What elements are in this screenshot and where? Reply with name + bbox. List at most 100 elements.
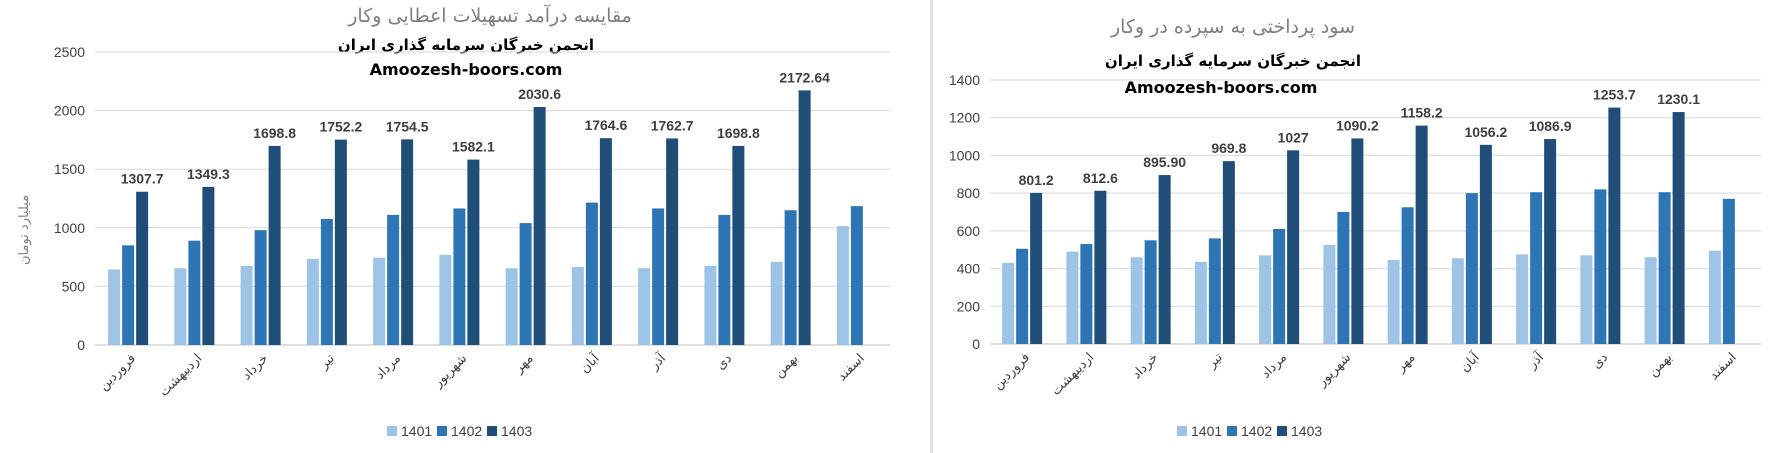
x-tick-label: اسفند	[1707, 350, 1740, 383]
bar-1403	[1351, 138, 1364, 344]
bar-1401	[439, 254, 452, 345]
bar-1403	[798, 90, 811, 345]
x-tick-label: تیر	[1204, 350, 1226, 372]
watermark-line2: Amoozesh-boors.com	[1125, 78, 1318, 97]
y-tick-label: 600	[957, 223, 981, 239]
x-tick-label: فروردین	[990, 350, 1033, 393]
bar-1402	[519, 223, 532, 345]
bar-1402	[850, 206, 863, 345]
legend-label: 1401	[1191, 423, 1222, 439]
legend-swatch-1401	[387, 426, 397, 436]
bar-1403	[467, 159, 480, 345]
y-tick-label: 400	[957, 261, 981, 277]
data-label: 1698.8	[717, 125, 760, 141]
legend-swatch-1402	[437, 426, 447, 436]
bar-1403	[1287, 150, 1300, 344]
panel-divider	[930, 0, 933, 453]
bar-1402	[387, 214, 400, 345]
legend-label: 1403	[501, 423, 532, 439]
y-tick-label: 2000	[54, 103, 85, 119]
bar-1402	[1658, 192, 1671, 344]
x-tick-label: مرداد	[373, 351, 404, 382]
x-tick-label: مهر	[511, 351, 537, 377]
data-label: 1698.8	[253, 125, 296, 141]
bar-1401	[571, 267, 584, 345]
bar-1402	[122, 245, 135, 345]
bar-1401	[306, 258, 319, 345]
data-label: 1349.3	[187, 166, 230, 182]
bar-1401	[1708, 250, 1721, 344]
bar-1402	[1337, 212, 1350, 344]
bar-1401	[1259, 255, 1272, 344]
bar-1401	[836, 226, 849, 345]
bar-1401	[704, 265, 717, 345]
x-tick-label: خرداد	[1129, 350, 1161, 382]
data-label: 895.90	[1143, 154, 1186, 170]
bar-1401	[1130, 257, 1143, 344]
bar-1402	[1594, 189, 1607, 344]
data-label: 1754.5	[386, 118, 429, 134]
bar-1402	[453, 208, 466, 345]
bar-1401	[1323, 245, 1336, 344]
deposit-chart: سود پرداختی به سپرده در وکار انجمن خبرگا…	[949, 16, 1761, 439]
x-tick-label: اردیبهشت	[1049, 350, 1097, 398]
bar-1403	[1030, 192, 1043, 344]
bar-1401	[770, 261, 783, 345]
bar-1403	[732, 145, 745, 345]
bar-1402	[718, 214, 731, 345]
bar-1401	[240, 265, 253, 345]
data-label: 1086.9	[1529, 118, 1572, 134]
bar-1402	[1016, 248, 1029, 344]
data-label: 1752.2	[319, 119, 362, 135]
data-label: 1027	[1278, 129, 1309, 145]
y-tick-label: 0	[972, 336, 980, 352]
bar-1403	[533, 107, 546, 346]
x-tick-label: خرداد	[239, 351, 271, 383]
x-tick-label: آبان	[576, 349, 604, 377]
bar-1403	[136, 191, 149, 345]
x-tick-label: مهر	[1393, 350, 1419, 376]
bar-1402	[1080, 244, 1093, 344]
legend-label: 1402	[1241, 423, 1272, 439]
bar-1402	[1144, 240, 1157, 344]
bar-1403	[1415, 125, 1428, 344]
data-label: 1090.2	[1336, 117, 1379, 133]
bar-1401	[505, 268, 518, 345]
x-tick-label: دی	[713, 351, 735, 373]
bar-1402	[320, 219, 333, 345]
bar-1402	[188, 240, 201, 345]
chart-marks: 0 200 400 600 800 1000 1200 1400 801.2 812.6 895.9…	[949, 72, 1761, 439]
legend-swatch-1401	[1177, 426, 1187, 436]
bar-1402	[784, 210, 797, 345]
x-tick-label: بهمن	[1646, 350, 1676, 380]
data-label: 1764.6	[584, 117, 627, 133]
bar-1401	[1194, 261, 1207, 344]
revenue-chart: مقایسه درآمد تسهیلات اعطایی وکار انجمن خ…	[17, 3, 890, 439]
x-tick-label: دی	[1589, 350, 1611, 372]
data-label: 1582.1	[452, 139, 495, 155]
data-label: 1158.2	[1401, 105, 1443, 121]
data-label: 1056.2	[1464, 124, 1507, 140]
data-label: 2172.64	[779, 69, 830, 85]
y-tick-label: 1200	[949, 110, 980, 126]
bar-1401	[108, 269, 121, 345]
chart-marks: 0 500 1000 1500 2000 2500 1307.7 1349.3 1698.8 17…	[54, 44, 890, 439]
x-tick-label: آذر	[1523, 348, 1548, 373]
bar-1403	[202, 186, 215, 345]
bar-1402	[1273, 228, 1286, 344]
x-tick-label: اردیبهشت	[157, 351, 205, 399]
bar-1403	[1094, 190, 1107, 344]
y-tick-label: 1000	[54, 220, 85, 236]
revenue-chart-panel: مقایسه درآمد تسهیلات اعطایی وکار انجمن خ…	[17, 3, 890, 439]
watermark-line1: انجمن خبرگان سرمایه گذاری ایران	[338, 36, 594, 54]
y-axis-label: میلیارد تومان	[17, 195, 32, 265]
watermark-line1: انجمن خبرگان سرمایه گذاری ایران	[1105, 52, 1361, 70]
y-tick-label: 1500	[54, 161, 85, 177]
watermark-line2: Amoozesh-boors.com	[370, 60, 563, 79]
bar-1402	[652, 208, 665, 345]
data-label: 1253.7	[1593, 87, 1636, 103]
data-label: 801.2	[1019, 172, 1054, 188]
y-tick-label: 1000	[949, 147, 980, 163]
x-tick-label: آبان	[1456, 348, 1484, 376]
legend-label: 1402	[451, 423, 482, 439]
